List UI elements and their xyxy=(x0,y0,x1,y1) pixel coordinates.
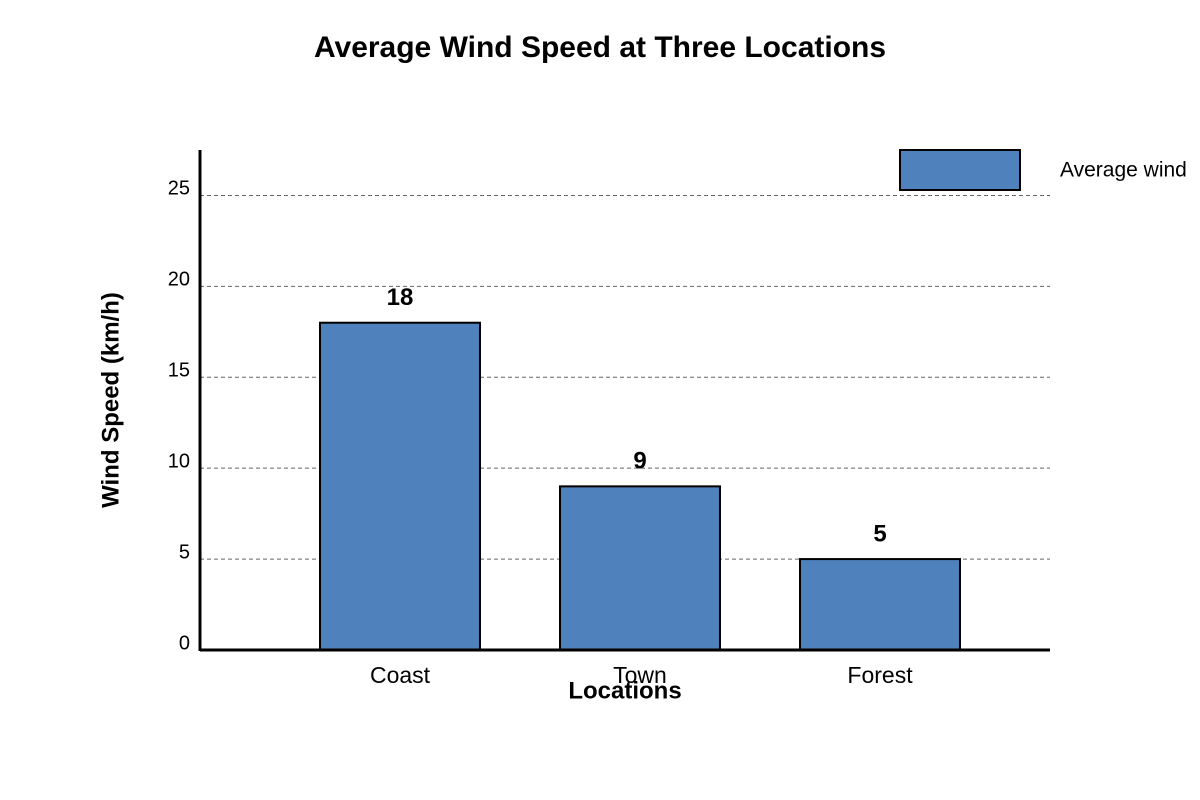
y-tick-label: 10 xyxy=(168,450,190,472)
y-tick-label: 20 xyxy=(168,269,190,291)
value-label: 18 xyxy=(387,284,414,311)
bar xyxy=(319,321,481,651)
y-tick-label: 15 xyxy=(168,360,190,382)
x-tick-label: Coast xyxy=(370,662,431,688)
y-axis-label: Wind Speed (km/h) xyxy=(97,292,124,508)
x-tick-label: Town xyxy=(613,662,667,688)
bar xyxy=(559,485,721,652)
y-tick-label: 25 xyxy=(168,178,190,200)
chart-title: Average Wind Speed at Three Locations xyxy=(314,31,886,64)
legend-label: Average wind xyxy=(1060,159,1187,182)
value-label: 5 xyxy=(873,520,886,547)
legend-swatch xyxy=(899,149,1021,191)
x-tick-label: Forest xyxy=(847,662,913,688)
y-tick-label: 0 xyxy=(179,632,190,654)
x-axis-label: Locations xyxy=(568,677,681,704)
value-label: 9 xyxy=(633,448,646,475)
y-tick-label: 5 xyxy=(179,541,190,563)
bar xyxy=(799,558,961,651)
